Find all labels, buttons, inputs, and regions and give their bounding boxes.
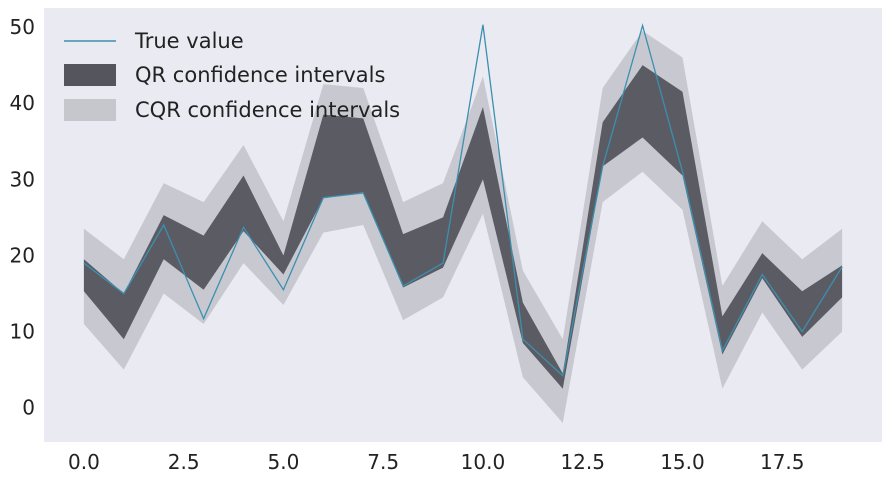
x-tick-label: 5.0 [268,450,300,474]
x-tick-label: 17.5 [760,450,805,474]
x-axis-ticks: 0.0 2.5 5.0 7.5 10.0 12.5 15.0 17.5 [68,450,805,474]
qr-confidence-intervals-band [83,65,843,389]
legend: True value QR confidence intervals CQR con… [64,29,400,122]
x-tick-label: 0.0 [68,450,100,474]
bands-layer [83,30,843,423]
x-tick-label: 12.5 [560,450,605,474]
y-tick-label: 30 [10,167,35,191]
x-tick-label: 2.5 [168,450,200,474]
lines-layer [83,23,843,378]
legend-swatch-qr-confidence-intervals [64,64,116,86]
legend-label-qr-confidence-intervals: QR confidence intervals [135,63,385,87]
x-tick-label: 7.5 [367,450,399,474]
y-axis-ticks: 0 10 20 30 40 50 [10,15,35,420]
true-value-line [83,23,843,378]
y-tick-label: 0 [22,396,35,420]
legend-swatch-cqr-confidence-intervals [64,99,116,121]
x-tick-label: 10.0 [461,450,506,474]
y-tick-label: 10 [10,320,35,344]
y-tick-label: 40 [10,91,35,115]
x-tick-label: 15.0 [660,450,705,474]
legend-label-true-value: True value [134,29,244,53]
y-tick-label: 20 [10,243,35,267]
y-tick-label: 50 [10,15,35,39]
legend-label-cqr-confidence-intervals: CQR confidence intervals [135,98,400,122]
